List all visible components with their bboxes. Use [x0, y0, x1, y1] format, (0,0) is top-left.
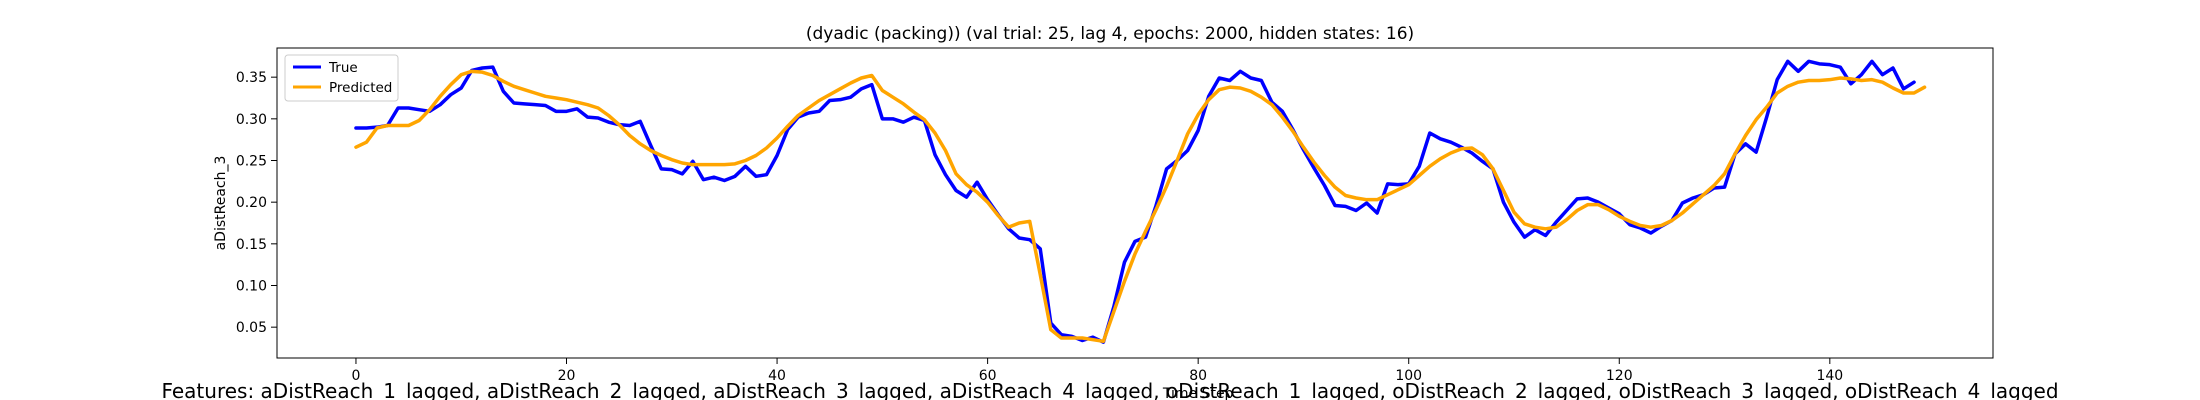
x-tick-label: 100 — [1395, 368, 1422, 384]
y-tick-label: 0.25 — [236, 154, 267, 170]
y-tick-label: 0.10 — [236, 279, 267, 295]
series-lines — [354, 59, 1927, 344]
x-tick-label: 20 — [558, 368, 576, 384]
series-line-predicted — [354, 69, 1927, 344]
x-axis: 0 20 40 60 80 100 120 140 — [351, 358, 1843, 384]
y-tick-label: 0.30 — [236, 112, 267, 128]
y-axis: 0.05 0.10 0.15 0.20 0.25 0.30 0.35 — [236, 70, 277, 336]
x-tick-label: 140 — [1816, 368, 1843, 384]
y-tick-label: 0.05 — [236, 320, 267, 336]
x-axis-label: Time Step — [1162, 386, 1234, 400]
plot-area: 0 20 40 60 80 100 120 140 0.050.100.150.200.250… — [236, 47, 1994, 384]
x-tick-label: 80 — [1189, 368, 1207, 384]
legend: True Predicted — [284, 54, 399, 102]
legend-label-true: True — [328, 60, 358, 76]
y-tick-label: 0.20 — [236, 195, 267, 211]
y-tick-label: 0.15 — [236, 237, 267, 253]
x-tick-label: 0 — [351, 368, 360, 384]
legend-label-predicted: Predicted — [329, 80, 392, 96]
chart-title: (dyadic (packing)) (val trial: 25, lag 4… — [806, 24, 1414, 44]
y-axis-label: aDistReach_3 — [213, 156, 229, 251]
y-tick-label: 0.35 — [236, 70, 267, 86]
features-caption: Features: aDistReach_1_lagged, aDistReac… — [161, 379, 2058, 400]
x-tick-label: 120 — [1606, 368, 1633, 384]
x-tick-label: 60 — [979, 368, 997, 384]
plot-frame — [276, 47, 1994, 359]
x-tick-label: 40 — [768, 368, 786, 384]
